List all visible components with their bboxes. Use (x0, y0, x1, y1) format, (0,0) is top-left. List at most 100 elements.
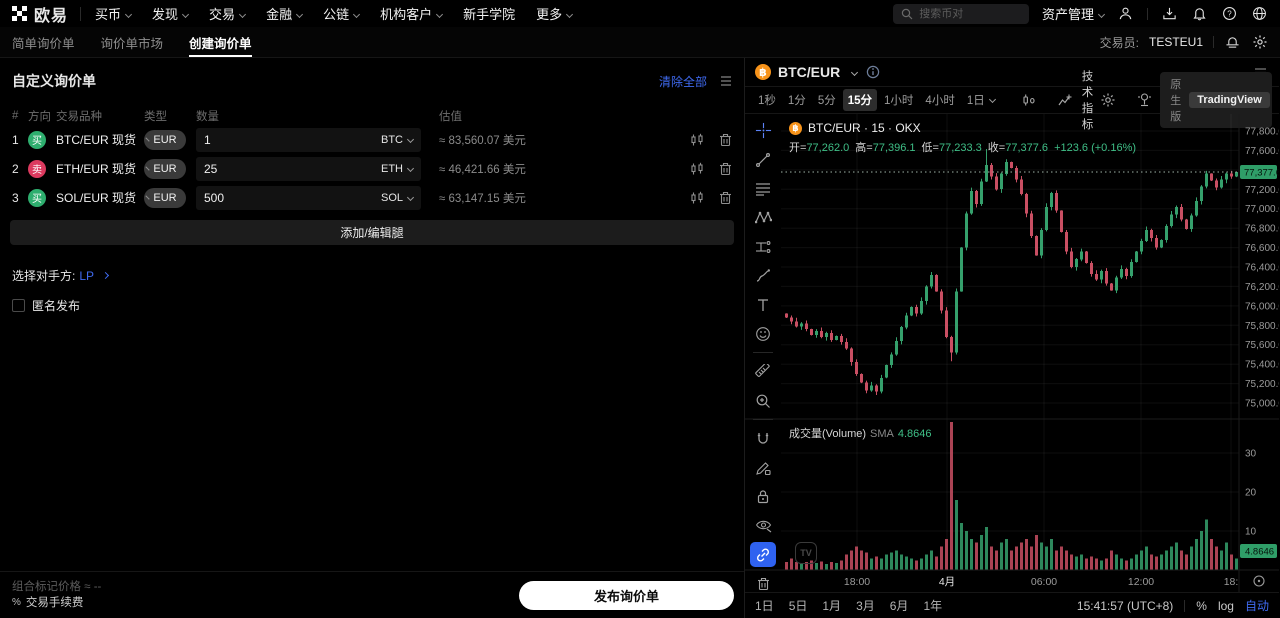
amount-value[interactable]: 25 (204, 161, 218, 176)
amount-value[interactable]: 500 (204, 190, 225, 205)
amount-field[interactable]: 1 BTC (196, 127, 421, 152)
link-tool-icon[interactable] (750, 542, 776, 567)
timeframe-more[interactable] (1004, 97, 1014, 103)
compare-icon[interactable] (1133, 93, 1156, 107)
nav-item-更多[interactable]: 更多 (536, 4, 574, 23)
globe-icon[interactable] (1251, 5, 1268, 22)
long-position-tool-icon[interactable] (750, 234, 776, 259)
crosshair-tool-icon[interactable] (750, 118, 776, 143)
broker-hat-icon[interactable] (1224, 34, 1241, 51)
timeframe-1日[interactable]: 1日 (962, 89, 1000, 111)
indicators-icon[interactable] (1054, 94, 1076, 107)
percent-scale-button[interactable]: % (1196, 598, 1207, 613)
chart-area[interactable]: ฿ BTC/EUR · 15 · OKX 开=77,262.0 高=77,396.… (745, 114, 1279, 592)
timeframe-15分[interactable]: 15分 (842, 89, 878, 111)
pair-selector[interactable]: ETH/EUR 现货 (56, 160, 150, 177)
native-version-option[interactable]: 原生版 (1170, 79, 1182, 123)
range-1日[interactable]: 1日 (755, 599, 774, 613)
range-6月[interactable]: 6月 (889, 599, 909, 613)
candle-style-icon[interactable] (1018, 93, 1040, 107)
chart-clock[interactable]: 15:41:57 (UTC+8) (1076, 598, 1174, 613)
trash-icon[interactable] (717, 160, 734, 177)
timeframe-1秒[interactable]: 1秒 (758, 95, 776, 107)
tradingview-option[interactable]: TradingView (1189, 92, 1270, 108)
nav-item-机构客户[interactable]: 机构客户 (380, 4, 444, 23)
bell-icon[interactable] (1191, 5, 1208, 22)
unit-selector[interactable]: ETH (381, 163, 415, 175)
search-input[interactable] (919, 7, 1022, 20)
tab-询价单市场[interactable]: 询价单市场 (100, 36, 164, 51)
zoom-in-tool-icon[interactable] (750, 388, 776, 413)
download-icon[interactable] (1161, 5, 1178, 22)
hide-drawings-tool-icon[interactable] (750, 513, 776, 538)
magnet-tool-icon[interactable] (750, 426, 776, 451)
okx-logo[interactable]: 欧易 (12, 2, 68, 26)
unit-selector[interactable]: SOL (381, 192, 415, 204)
candles-icon[interactable] (688, 189, 705, 206)
candles-icon[interactable] (688, 131, 705, 148)
nav-item-公链[interactable]: 公链 (323, 4, 361, 23)
pair-selector[interactable]: BTC/EUR 现货 (56, 131, 150, 148)
log-scale-button[interactable]: log (1217, 598, 1234, 613)
unit-selector[interactable]: BTC (381, 134, 415, 146)
nav-item-发现[interactable]: 发现 (152, 4, 190, 23)
currency-pill[interactable]: EUR (144, 187, 186, 208)
rfq-footer: 组合标记价格 ≈ -- % 交易手续费 发布询价单 (0, 571, 744, 618)
currency-pill[interactable]: EUR (144, 158, 186, 179)
timeframe-1分[interactable]: 1分 (787, 95, 806, 107)
timeframe-1小时[interactable]: 1小时 (884, 95, 914, 107)
svg-text:76,600.0: 76,600.0 (1245, 243, 1279, 254)
gear-icon[interactable] (1251, 34, 1268, 51)
fullscreen-icon[interactable] (1276, 94, 1280, 107)
candles-icon[interactable] (688, 160, 705, 177)
trader-value: TESTEU1 (1148, 35, 1203, 49)
anonymous-checkbox[interactable] (12, 299, 25, 312)
currency-pill[interactable]: EUR (144, 129, 186, 150)
tab-简单询价单[interactable]: 简单询价单 (12, 36, 75, 51)
clear-all-link[interactable]: 清除全部 (658, 74, 707, 89)
lock-tool-icon[interactable] (750, 484, 776, 509)
nav-item-金融[interactable]: 金融 (266, 4, 304, 23)
nav-item-新手学院[interactable]: 新手学院 (463, 7, 516, 22)
horizontal-lines-tool-icon[interactable] (750, 176, 776, 201)
draw-pencil-tool-icon[interactable] (750, 455, 776, 480)
range-1年[interactable]: 1年 (923, 599, 943, 613)
timeframe-4小时[interactable]: 4小时 (925, 95, 955, 107)
auto-scale-button[interactable]: 自动 (1244, 599, 1269, 613)
amount-value[interactable]: 1 (204, 132, 211, 147)
search-box[interactable] (892, 3, 1029, 24)
user-icon[interactable] (1117, 5, 1134, 22)
indicators-label[interactable]: 技术指标 (1081, 71, 1094, 131)
amount-field[interactable]: 500 SOL (196, 185, 421, 210)
tab-创建询价单[interactable]: 创建询价单 (189, 27, 252, 57)
text-tool-icon[interactable] (750, 292, 776, 317)
ruler-tool-icon[interactable] (750, 359, 776, 384)
range-5日[interactable]: 5日 (788, 599, 808, 613)
pair-selector[interactable]: SOL/EUR 现货 (56, 189, 150, 206)
xabcd-pattern-tool-icon[interactable] (750, 205, 776, 230)
add-edit-legs-button[interactable]: 添加/编辑腿 (10, 220, 734, 245)
nav-item-买币[interactable]: 买币 (95, 4, 133, 23)
emoji-tool-icon[interactable] (750, 321, 776, 346)
help-icon[interactable]: ? (1221, 5, 1238, 22)
timeframe-5分[interactable]: 5分 (817, 95, 836, 107)
panel-menu-icon[interactable] (717, 73, 734, 90)
trash-tool-icon[interactable] (750, 571, 776, 596)
amount-field[interactable]: 25 ETH (196, 156, 421, 181)
info-icon[interactable] (864, 64, 881, 81)
brush-tool-icon[interactable] (750, 263, 776, 288)
chart-settings-gear-icon[interactable] (1097, 93, 1119, 107)
rfq-subnav: 简单询价单 询价单市场 创建询价单 交易员: TESTEU1 (0, 27, 1280, 58)
trash-icon[interactable] (717, 131, 734, 148)
assets-menu[interactable]: 资产管理 (1042, 4, 1106, 23)
svg-text:10: 10 (1245, 527, 1257, 538)
counterparty-value[interactable]: LP (79, 268, 95, 283)
nav-item-交易[interactable]: 交易 (209, 4, 247, 23)
candlestick-chart[interactable]: 77,800.0 77,600.0 77,200.0 77,000.0 76,800.0… (745, 114, 1279, 592)
trend-line-tool-icon[interactable] (750, 147, 776, 172)
symbol-selector[interactable]: BTC/EUR (778, 64, 841, 80)
publish-rfq-button[interactable]: 发布询价单 (519, 580, 734, 610)
trash-icon[interactable] (717, 189, 734, 206)
range-3月[interactable]: 3月 (856, 599, 875, 613)
range-1月[interactable]: 1月 (822, 599, 842, 613)
